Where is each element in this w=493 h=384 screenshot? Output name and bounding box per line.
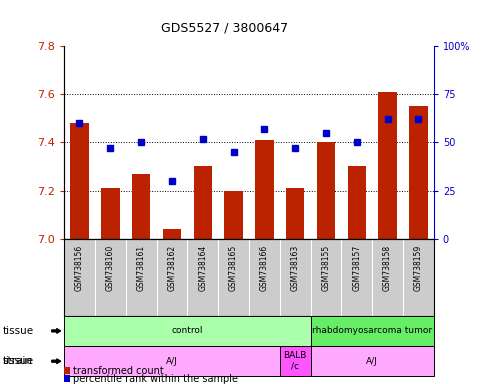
Text: strain: strain [2,356,33,366]
Text: tissue: tissue [2,326,34,336]
Text: GSM738166: GSM738166 [260,245,269,291]
Text: GSM738157: GSM738157 [352,245,361,291]
Bar [409,106,427,239]
Bar [163,229,181,239]
Text: GSM738158: GSM738158 [383,245,392,291]
Bar [317,142,335,239]
Text: GDS5527 / 3800647: GDS5527 / 3800647 [161,22,288,35]
Bar [280,346,311,376]
Text: A/J: A/J [366,357,378,366]
Text: GSM738163: GSM738163 [291,245,300,291]
Bar [193,167,212,239]
Bar [64,316,311,346]
Text: A/J: A/J [166,357,178,366]
Text: tissue: tissue [2,356,34,366]
Text: percentile rank within the sample: percentile rank within the sample [73,374,238,384]
Bar [64,346,280,376]
Text: rhabdomyosarcoma tumor: rhabdomyosarcoma tumor [312,326,432,335]
Bar [132,174,150,239]
Text: GSM738159: GSM738159 [414,245,423,291]
Text: GSM738162: GSM738162 [168,245,176,291]
Bar [255,140,274,239]
Text: GSM738161: GSM738161 [137,245,145,291]
Bar [70,123,89,239]
Bar [378,92,397,239]
Bar [101,188,119,239]
Text: GSM738160: GSM738160 [106,245,115,291]
Text: BALB
/c: BALB /c [283,351,307,371]
Text: GSM738155: GSM738155 [321,245,330,291]
Bar [348,167,366,239]
Bar [286,188,305,239]
Text: control: control [172,326,203,335]
Bar [224,190,243,239]
Text: GSM738164: GSM738164 [198,245,207,291]
Bar [311,316,434,346]
Text: GSM738165: GSM738165 [229,245,238,291]
Bar [311,346,434,376]
Text: transformed count: transformed count [73,366,164,376]
Text: GSM738156: GSM738156 [75,245,84,291]
